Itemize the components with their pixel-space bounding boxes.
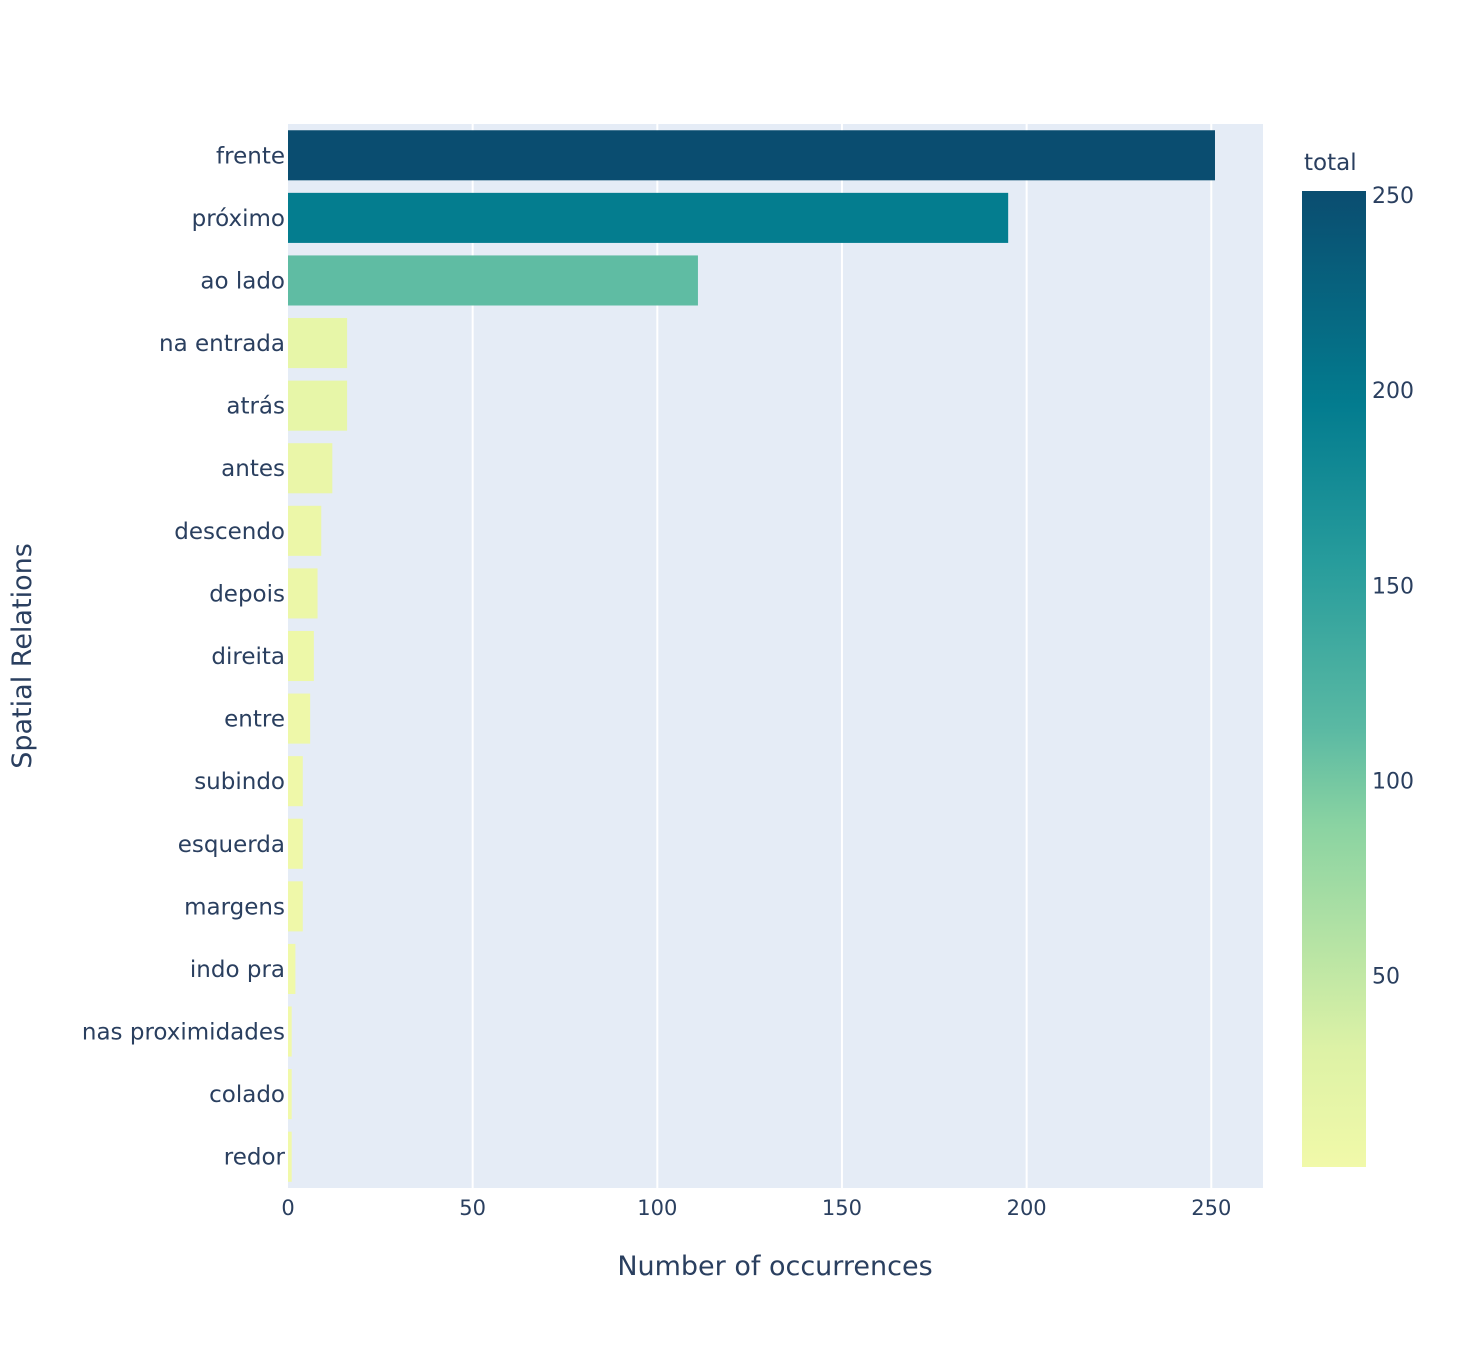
x-tick-label: 100 xyxy=(637,1196,677,1220)
bar-frente xyxy=(288,130,1215,181)
y-tick-label: indo pra xyxy=(190,957,285,983)
colorbar-tick-label: 100 xyxy=(1372,770,1414,795)
y-tick-label: direita xyxy=(211,644,285,670)
y-tick-label: antes xyxy=(221,456,285,482)
y-tick-label: depois xyxy=(209,581,285,607)
y-tick-label: redor xyxy=(224,1145,286,1171)
bar-ao-lado xyxy=(288,255,698,306)
x-tick-label: 0 xyxy=(281,1196,294,1220)
x-axis-title: Number of occurrences xyxy=(617,1251,932,1282)
y-tick-label: frente xyxy=(216,143,285,169)
bar-antes xyxy=(288,443,333,494)
y-tick-label: margens xyxy=(184,894,285,920)
bar-redor xyxy=(288,1131,292,1182)
y-tick-label: esquerda xyxy=(178,832,285,858)
bars xyxy=(288,130,1215,1182)
y-tick-label: próximo xyxy=(192,206,285,232)
bar-entre xyxy=(288,693,311,744)
colorbar-tick-label: 250 xyxy=(1372,184,1414,209)
bar-esquerda xyxy=(288,818,303,869)
bar-indo-pra xyxy=(288,943,296,994)
bar-descendo xyxy=(288,505,322,556)
bar-próximo xyxy=(288,192,1009,243)
x-tick-label: 50 xyxy=(459,1196,486,1220)
y-tick-label: nas proximidades xyxy=(82,1020,285,1046)
bar-direita xyxy=(288,630,314,682)
y-axis-title: Spatial Relations xyxy=(7,543,38,769)
colorbar xyxy=(1302,191,1366,1167)
y-tick-label: atrás xyxy=(226,394,285,420)
bar-na-entrada xyxy=(288,318,348,369)
colorbar-tick-label: 200 xyxy=(1372,379,1414,404)
bar-subindo xyxy=(288,756,303,807)
bar-colado xyxy=(288,1069,292,1120)
colorbar-tick-labels: 50 100 150 200 250 xyxy=(1372,184,1414,990)
y-tick-label: descendo xyxy=(174,519,285,545)
colorbar-title: total xyxy=(1304,150,1357,176)
y-tick-label: ao lado xyxy=(200,268,285,294)
y-tick-label: na entrada xyxy=(159,331,285,357)
colorbar-tick-label: 150 xyxy=(1372,574,1414,599)
y-tick-label: subindo xyxy=(194,769,285,795)
x-tick-label: 250 xyxy=(1191,1196,1231,1220)
x-tick-label: 150 xyxy=(822,1196,862,1220)
y-tick-labels: frente próximo ao lado na entrada atrás antes… xyxy=(82,143,286,1170)
y-tick-label: entre xyxy=(224,707,285,733)
x-tick-label: 200 xyxy=(1007,1196,1047,1220)
colorbar-tick-label: 50 xyxy=(1372,965,1400,990)
y-tick-label: colado xyxy=(209,1082,285,1108)
bar-atrás xyxy=(288,380,348,431)
x-tick-labels: 0 50 100 150 200 250 xyxy=(281,1196,1231,1220)
bar-margens xyxy=(288,881,303,932)
bar-depois xyxy=(288,568,318,619)
bar-nas-proximidades xyxy=(288,1006,292,1057)
